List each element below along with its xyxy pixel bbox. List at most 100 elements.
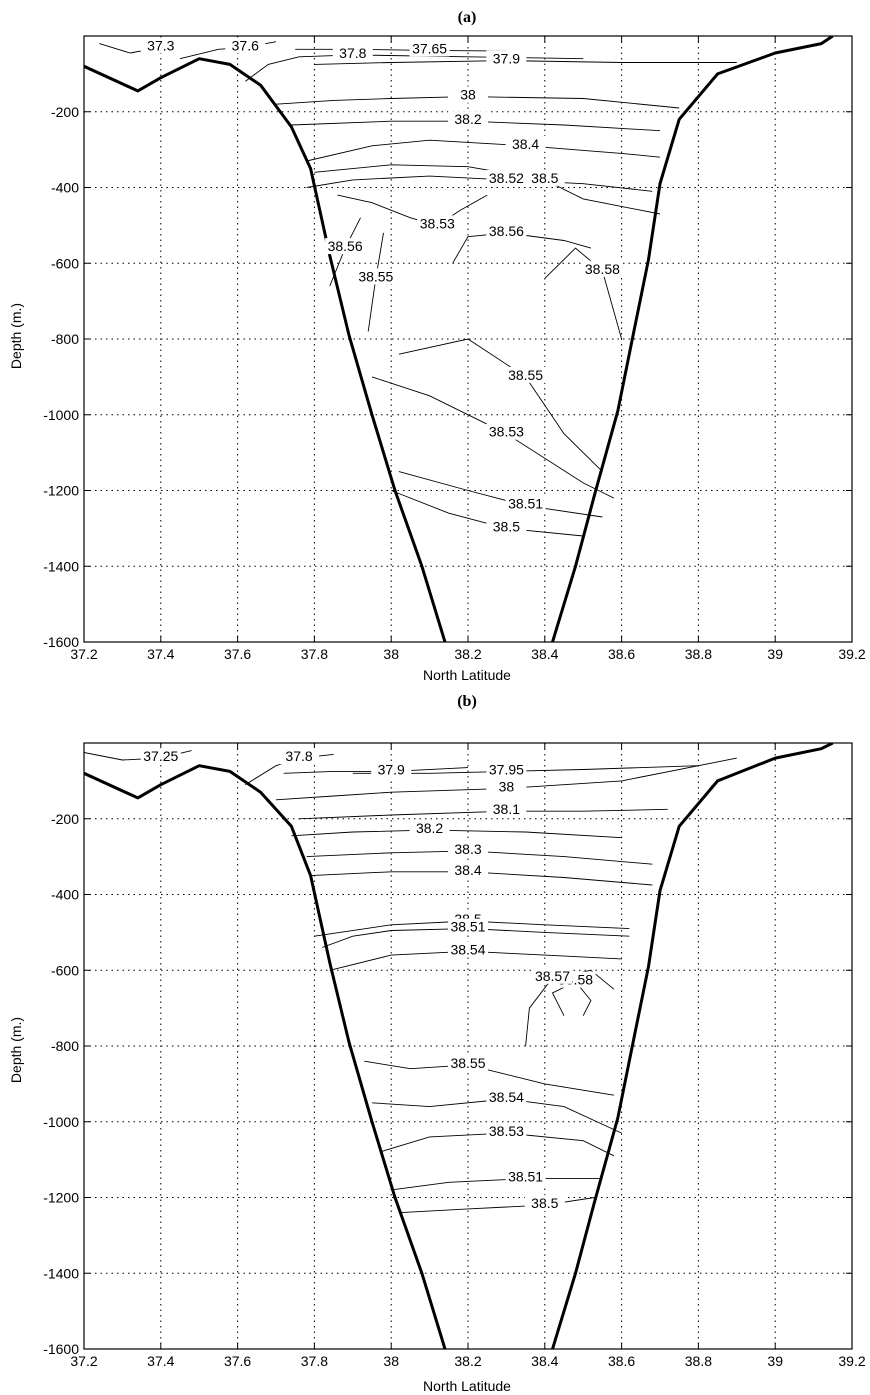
contour-label-bg-a bbox=[486, 222, 527, 239]
contour-label-bg-b bbox=[486, 778, 527, 795]
contour-label-bg-b bbox=[448, 941, 488, 958]
contour-label-bg-a bbox=[524, 169, 565, 186]
bathymetry-line-b bbox=[84, 764, 447, 1349]
contour-label-bg-b bbox=[524, 1195, 565, 1212]
contour-label-a: 38 bbox=[460, 87, 476, 103]
y-tick-label-b: -1000 bbox=[43, 1114, 79, 1130]
y-tick-label-a: -1000 bbox=[43, 407, 79, 423]
contour-label-bg-b bbox=[448, 1054, 488, 1071]
contour-line-a bbox=[544, 247, 623, 340]
contour-label-a: 37.65 bbox=[412, 40, 447, 56]
y-tick-label-b: -600 bbox=[51, 962, 79, 978]
x-tick-label-b: 39 bbox=[767, 1353, 783, 1369]
contour-label-bg-a bbox=[505, 495, 546, 512]
contour-label-b: 38.55 bbox=[450, 1055, 485, 1071]
contour-label-bg-a bbox=[582, 260, 623, 277]
contour-label-bg-b bbox=[140, 748, 181, 765]
x-tick-label-b: 38.8 bbox=[685, 1353, 712, 1369]
contour-label-b: 37.95 bbox=[489, 761, 524, 777]
contour-label-b: 38.53 bbox=[489, 1123, 524, 1139]
contour-line-b bbox=[391, 1178, 603, 1191]
contour-label-bg-b bbox=[486, 761, 527, 778]
contour-label-bg-a bbox=[409, 40, 450, 57]
contour-label-b: 38.4 bbox=[454, 862, 481, 878]
x-tick-label-b: 37.6 bbox=[224, 1353, 251, 1369]
contour-label-b: 38.1 bbox=[493, 801, 520, 817]
contour-line-b bbox=[298, 808, 668, 820]
contour-label-bg-b bbox=[486, 1123, 527, 1140]
contour-label-bg-a bbox=[325, 238, 366, 255]
contour-label-bg-b bbox=[486, 801, 527, 818]
contour-line-b bbox=[283, 767, 469, 774]
y-axis-label-a: Depth (m.) bbox=[8, 303, 24, 369]
x-tick-label-b: 38 bbox=[383, 1353, 399, 1369]
contour-label-a: 38.53 bbox=[489, 424, 524, 440]
contour-label-a: 38.55 bbox=[508, 367, 543, 383]
x-tick-label-b: 38.6 bbox=[608, 1353, 635, 1369]
panel-a: (a) North Latitude Depth (m.) 37.2 37.4 37… bbox=[8, 9, 866, 683]
contour-label-a: 38.52 bbox=[489, 170, 524, 186]
contour-label-b: 38.51 bbox=[450, 919, 485, 935]
contour-line-a bbox=[306, 139, 661, 162]
x-tick-label-a: 38.8 bbox=[685, 646, 712, 662]
x-tick-label-a: 37.8 bbox=[301, 646, 328, 662]
contour-label-bg-a bbox=[505, 135, 546, 152]
y-axis-label-b: Depth (m.) bbox=[8, 1017, 24, 1083]
x-tick-label-a: 39 bbox=[767, 646, 783, 662]
x-tick-label-b: 38.2 bbox=[454, 1353, 481, 1369]
x-tick-label-b: 37.4 bbox=[147, 1353, 174, 1369]
plot-area-b: 37.2 37.4 37.6 37.8 38 38.2 38.4 38.6 38.8 39 39.2… bbox=[43, 742, 866, 1369]
panel-title-a: (a) bbox=[458, 9, 477, 26]
y-tick-label-a: -800 bbox=[51, 331, 79, 347]
contour-label-a: 37.6 bbox=[232, 37, 259, 53]
contour-label-b: 38.3 bbox=[454, 841, 481, 857]
y-tick-label-b: -800 bbox=[51, 1038, 79, 1054]
contour-label-b: 38.54 bbox=[489, 1089, 524, 1105]
bathymetry-right-line-b bbox=[551, 743, 834, 1349]
bathymetry-line-a bbox=[84, 57, 447, 642]
contour-label-bg-a bbox=[486, 169, 527, 186]
y-tick-label-a: -200 bbox=[51, 104, 79, 120]
x-tick-label-a: 38 bbox=[383, 646, 399, 662]
axes-frame-b bbox=[83, 742, 853, 1350]
x-axis-label-b: North Latitude bbox=[423, 1378, 511, 1394]
contour-label-bg-b bbox=[448, 861, 488, 878]
contour-line-a bbox=[245, 54, 584, 82]
x-tick-label-a: 38.2 bbox=[454, 646, 481, 662]
contour-label-bg-a bbox=[486, 50, 527, 67]
contour-label-b: 37.8 bbox=[285, 748, 312, 764]
contour-line-a bbox=[275, 96, 680, 109]
plot-area-a: 37.2 37.4 37.6 37.8 38 38.2 38.4 38.6 38.8 39 39.2… bbox=[43, 35, 866, 662]
contour-line-b bbox=[398, 1197, 595, 1214]
y-tick-label-a: -1200 bbox=[43, 483, 79, 499]
contour-label-a: 38.5 bbox=[493, 518, 520, 534]
contour-line-a bbox=[391, 490, 584, 537]
contour-line-a bbox=[398, 471, 603, 518]
y-tick-label-b: -400 bbox=[51, 887, 79, 903]
contour-label-bg-b bbox=[279, 748, 320, 765]
x-tick-label-b: 38.4 bbox=[531, 1353, 558, 1369]
x-tick-label-a: 38.6 bbox=[608, 646, 635, 662]
x-axis-label-a: North Latitude bbox=[423, 667, 511, 683]
contour-label-b: 38 bbox=[499, 778, 515, 794]
contour-label-a: 38.5 bbox=[531, 170, 558, 186]
contour-label-bg-a bbox=[140, 37, 181, 54]
contour-label-bg-a bbox=[486, 518, 527, 535]
contour-label-a: 38.55 bbox=[358, 268, 393, 284]
contour-label-a: 38.53 bbox=[420, 215, 455, 231]
contour-label-a: 38.56 bbox=[489, 223, 524, 239]
contour-label-a: 37.8 bbox=[339, 45, 366, 61]
contour-line-b bbox=[275, 757, 737, 801]
contour-label-bg-a bbox=[505, 366, 546, 383]
bathymetry-right-line-a bbox=[551, 36, 834, 642]
x-tick-label-a: 38.4 bbox=[531, 646, 558, 662]
contour-line-b bbox=[321, 928, 630, 948]
x-tick-label-b: 37.8 bbox=[301, 1353, 328, 1369]
contour-label-bg-b bbox=[448, 840, 488, 857]
contour-label-bg-b bbox=[409, 820, 450, 837]
panel-b: (b) North Latitude Depth (m.) 37.2 37.4 37… bbox=[8, 693, 866, 1394]
panel-title-b: (b) bbox=[457, 693, 477, 710]
contour-label-bg-b bbox=[532, 967, 573, 984]
